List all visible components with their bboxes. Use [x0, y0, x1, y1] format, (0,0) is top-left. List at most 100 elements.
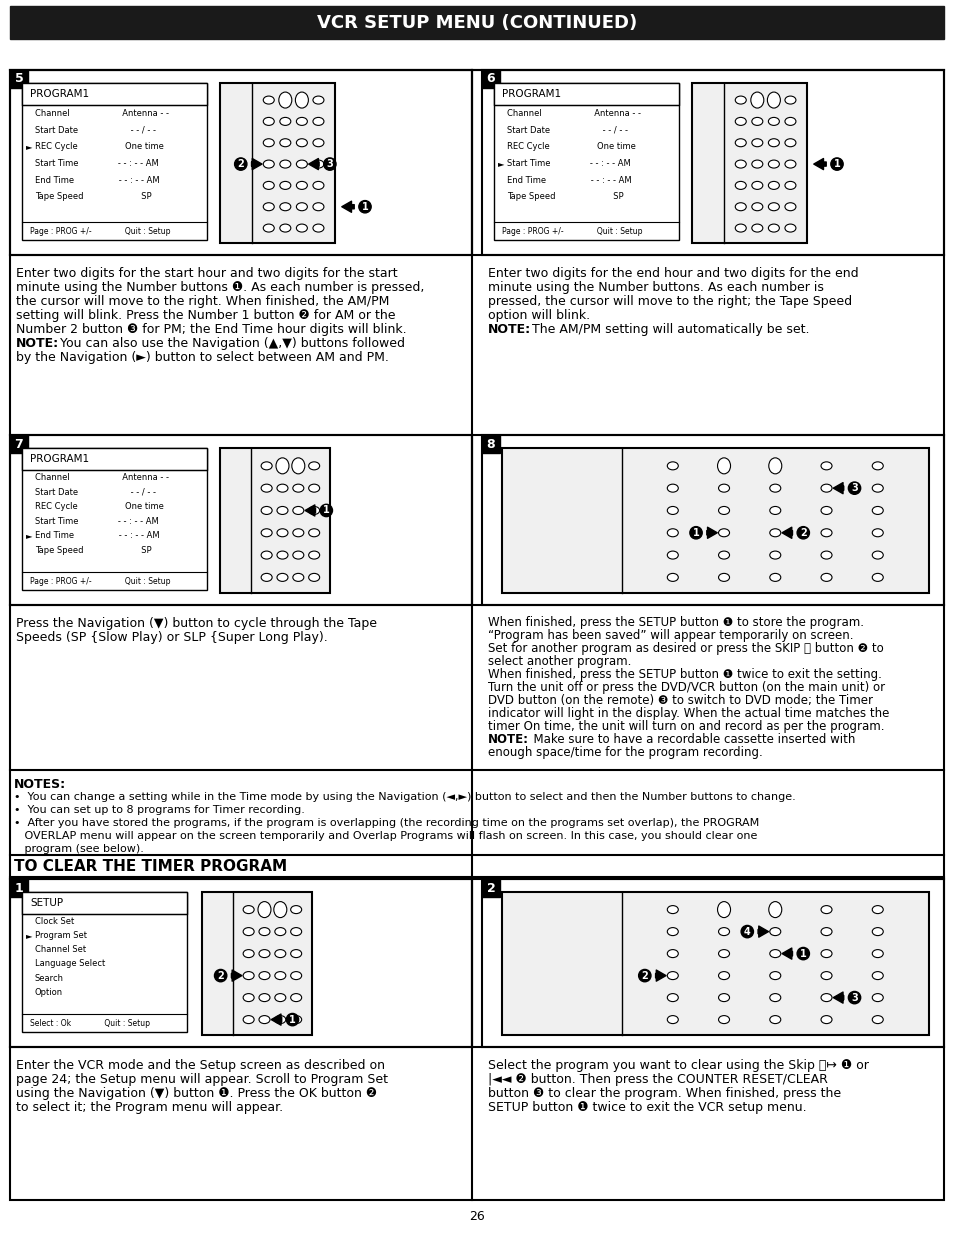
Bar	[10, 879, 28, 897]
Text: Set for another program as desired or press the SKIP ⏭ button ❷ to: Set for another program as desired or pr…	[488, 642, 882, 655]
Text: 2: 2	[217, 971, 224, 981]
Text: End Time                 - - : - - AM: End Time - - : - - AM	[35, 531, 159, 540]
Ellipse shape	[261, 506, 272, 515]
FancyArrowPatch shape	[341, 201, 354, 212]
Text: 4: 4	[743, 926, 750, 936]
Bar	[22, 448, 207, 590]
Ellipse shape	[735, 96, 745, 104]
Ellipse shape	[293, 506, 303, 515]
Text: NOTE:: NOTE:	[488, 324, 531, 336]
Text: Tape Speed                      SP: Tape Speed SP	[35, 193, 152, 201]
Ellipse shape	[274, 994, 286, 1002]
Ellipse shape	[258, 927, 270, 936]
Bar	[202, 892, 312, 1035]
Ellipse shape	[718, 506, 729, 515]
Text: Search: Search	[35, 973, 64, 983]
Ellipse shape	[243, 972, 253, 979]
Ellipse shape	[666, 1015, 678, 1024]
Ellipse shape	[768, 458, 781, 474]
Text: Page : PROG +/-              Quit : Setup: Page : PROG +/- Quit : Setup	[501, 226, 641, 236]
Ellipse shape	[871, 462, 882, 469]
Text: 26: 26	[469, 1210, 484, 1224]
Ellipse shape	[258, 972, 270, 979]
Text: Start Date                    - - / - -: Start Date - - / - -	[506, 126, 627, 135]
Ellipse shape	[666, 529, 678, 537]
Ellipse shape	[821, 551, 831, 559]
Text: Page : PROG +/-              Quit : Setup: Page : PROG +/- Quit : Setup	[30, 226, 171, 236]
Ellipse shape	[718, 972, 729, 979]
Text: End Time                 - - : - - AM: End Time - - : - - AM	[35, 175, 159, 185]
Text: 1: 1	[361, 201, 368, 211]
Ellipse shape	[735, 138, 745, 147]
Bar	[10, 70, 28, 88]
Text: The AM/PM setting will automatically be set.: The AM/PM setting will automatically be …	[527, 324, 809, 336]
Text: DVD button (on the remote) ❸ to switch to DVD mode; the Timer: DVD button (on the remote) ❸ to switch t…	[488, 694, 872, 706]
Ellipse shape	[291, 927, 301, 936]
FancyArrowPatch shape	[781, 948, 792, 960]
Ellipse shape	[821, 506, 831, 515]
Ellipse shape	[718, 1015, 729, 1024]
Bar	[494, 83, 679, 105]
Text: 3: 3	[850, 483, 857, 493]
Text: pressed, the cursor will move to the right; the Tape Speed: pressed, the cursor will move to the rig…	[488, 295, 851, 308]
Ellipse shape	[871, 484, 882, 493]
Ellipse shape	[717, 458, 730, 474]
Ellipse shape	[666, 994, 678, 1002]
Ellipse shape	[291, 1015, 301, 1024]
Ellipse shape	[293, 573, 303, 582]
Ellipse shape	[296, 182, 307, 189]
Ellipse shape	[279, 224, 291, 232]
Text: Enter the VCR mode and the Setup screen as described on: Enter the VCR mode and the Setup screen …	[16, 1058, 385, 1072]
Ellipse shape	[291, 950, 301, 957]
Text: •  You can set up to 8 programs for Timer recording.: • You can set up to 8 programs for Timer…	[14, 805, 305, 815]
Ellipse shape	[243, 950, 253, 957]
Ellipse shape	[769, 573, 780, 582]
Ellipse shape	[769, 927, 780, 936]
Ellipse shape	[279, 117, 291, 126]
Text: option will blink.: option will blink.	[488, 309, 590, 322]
Ellipse shape	[718, 994, 729, 1002]
Text: ►: ►	[26, 142, 32, 151]
Ellipse shape	[871, 972, 882, 979]
Ellipse shape	[309, 506, 319, 515]
Ellipse shape	[784, 224, 795, 232]
Ellipse shape	[263, 224, 274, 232]
Text: 1: 1	[799, 948, 806, 958]
Ellipse shape	[769, 950, 780, 957]
Ellipse shape	[274, 902, 287, 918]
Ellipse shape	[276, 506, 288, 515]
Ellipse shape	[274, 927, 286, 936]
Text: 1: 1	[833, 159, 840, 169]
Ellipse shape	[666, 462, 678, 469]
Bar	[10, 435, 472, 605]
Ellipse shape	[718, 551, 729, 559]
Ellipse shape	[291, 994, 301, 1002]
Text: program (see below).: program (see below).	[14, 844, 144, 853]
Ellipse shape	[769, 551, 780, 559]
Text: using the Navigation (▼) button ❶. Press the OK button ❷: using the Navigation (▼) button ❶. Press…	[16, 1087, 376, 1100]
Ellipse shape	[751, 138, 762, 147]
Ellipse shape	[784, 96, 795, 104]
Text: Start Date                    - - / - -: Start Date - - / - -	[35, 488, 156, 496]
Text: enough space/time for the program recording.: enough space/time for the program record…	[488, 746, 762, 760]
Ellipse shape	[309, 484, 319, 493]
Text: NOTE:: NOTE:	[488, 734, 529, 746]
Ellipse shape	[291, 972, 301, 979]
Text: Channel                    Antenna - -: Channel Antenna - -	[35, 109, 169, 117]
Ellipse shape	[767, 224, 779, 232]
Text: 7: 7	[14, 437, 24, 451]
Text: NOTES:: NOTES:	[14, 778, 66, 790]
Text: Make sure to have a recordable cassette inserted with: Make sure to have a recordable cassette …	[525, 734, 855, 746]
Ellipse shape	[784, 161, 795, 168]
Ellipse shape	[279, 161, 291, 168]
Text: page 24; the Setup menu will appear. Scroll to Program Set: page 24; the Setup menu will appear. Scr…	[16, 1073, 388, 1086]
Ellipse shape	[243, 1015, 253, 1024]
Text: minute using the Number buttons ❶. As each number is pressed,: minute using the Number buttons ❶. As ea…	[16, 282, 424, 294]
Ellipse shape	[735, 161, 745, 168]
Ellipse shape	[871, 551, 882, 559]
Ellipse shape	[769, 529, 780, 537]
Ellipse shape	[871, 950, 882, 957]
Ellipse shape	[751, 182, 762, 189]
FancyArrowPatch shape	[271, 1014, 281, 1025]
Ellipse shape	[296, 161, 307, 168]
